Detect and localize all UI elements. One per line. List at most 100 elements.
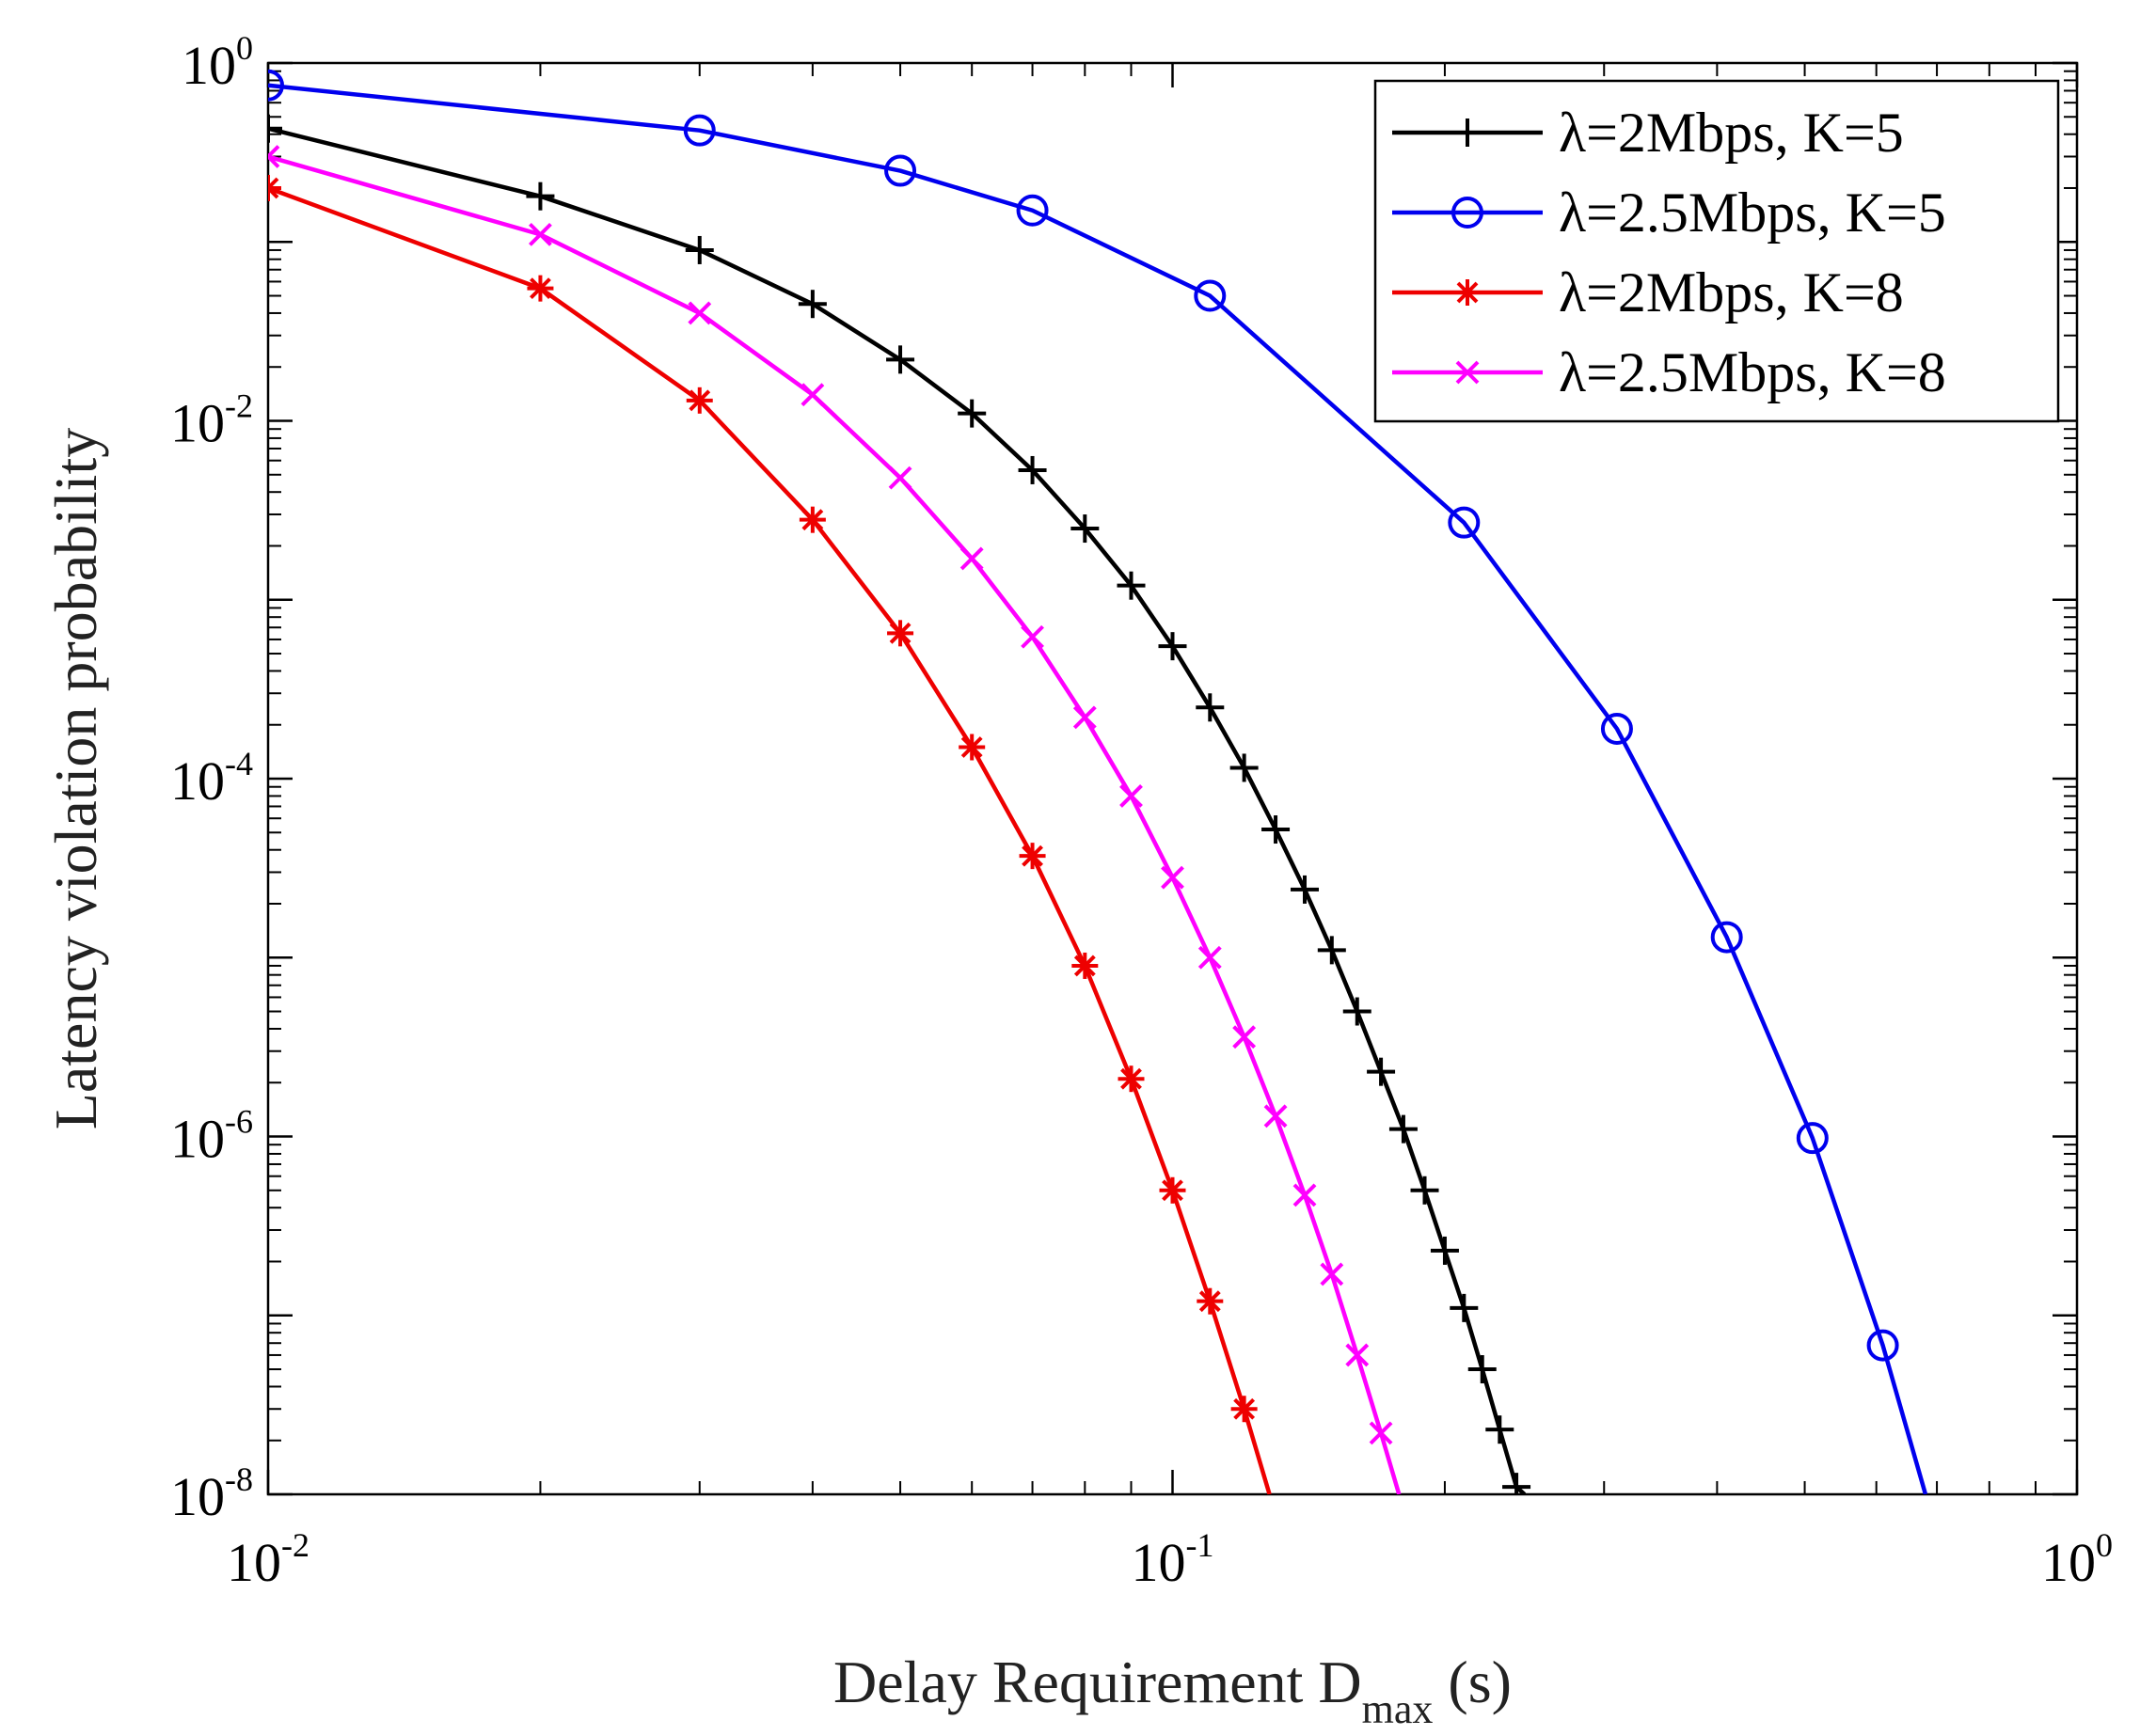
data-point: [1070, 514, 1100, 544]
data-point: [685, 235, 714, 264]
marker-ast-d2: [889, 622, 912, 644]
y-tick-label: 10-2: [170, 387, 253, 454]
legend: λ=2Mbps, K=5 λ=2.5Mbps, K=5 λ=2Mbps, K=8 λ=…: [1373, 79, 2060, 423]
marker-ast-d1: [268, 185, 279, 199]
series-line: [268, 83, 1928, 1494]
x-tick-base: 10: [227, 1532, 281, 1593]
marker-ast-d2: [1233, 1397, 1256, 1420]
y-tick-exponent: -4: [225, 745, 253, 782]
series-layer: [268, 69, 1928, 1494]
data-point: [1796, 1122, 1829, 1155]
data-point: [1292, 1183, 1317, 1207]
data-point: [1388, 1114, 1418, 1144]
data-point: [1448, 506, 1481, 539]
legend-marker: [1455, 360, 1480, 385]
marker-x-b: [959, 546, 984, 571]
data-point: [887, 620, 914, 647]
data-point: [1118, 1065, 1145, 1093]
data-point: [1410, 1176, 1439, 1205]
y-tick-label: 10-8: [170, 1460, 253, 1527]
series-line: [268, 185, 1272, 1494]
marker-x-b: [801, 383, 825, 407]
data-point: [1018, 455, 1047, 484]
x-tick-label: 100: [2041, 1526, 2113, 1593]
data-point: [1502, 1473, 1531, 1494]
marker-circle: [1016, 194, 1049, 227]
marker-circle: [1866, 1329, 1899, 1362]
x-tick-exponent: -2: [281, 1526, 309, 1564]
y-tick-exponent: -8: [225, 1460, 253, 1498]
data-point: [1291, 875, 1320, 904]
marker-ast-d2: [1022, 844, 1043, 867]
marker-circle: [683, 114, 716, 147]
series-3: [268, 174, 1272, 1494]
series-1: [268, 114, 1531, 1494]
data-point: [1261, 815, 1291, 844]
marker-x-b: [888, 466, 912, 490]
marker-x-b: [1161, 865, 1184, 890]
marker-x-b: [1263, 1104, 1288, 1128]
data-point: [1342, 997, 1371, 1026]
data-point: [1117, 571, 1146, 600]
marker-x-b: [688, 301, 712, 325]
data-point: [527, 275, 554, 302]
data-point: [1450, 1293, 1479, 1322]
y-tick-exponent: -2: [225, 387, 253, 425]
marker-ast-d2: [268, 177, 279, 191]
x-tick-base: 10: [2041, 1532, 2096, 1593]
marker-ast-d2: [530, 277, 551, 300]
y-tick-base: 10: [170, 1109, 225, 1170]
data-point: [1071, 952, 1099, 979]
data-point: [683, 114, 716, 147]
marker-circle: [1448, 506, 1481, 539]
marker-ast-d2: [1162, 1179, 1183, 1202]
marker-x-b: [1455, 360, 1480, 385]
marker-circle: [268, 69, 284, 102]
data-point: [1158, 632, 1187, 661]
x-axis-title-subscript: max: [1362, 1686, 1434, 1732]
marker-x-b: [1021, 624, 1044, 649]
data-point: [1161, 865, 1184, 890]
data-point: [268, 145, 280, 168]
marker-circle: [1451, 197, 1483, 229]
marker-x-b: [1369, 1421, 1393, 1445]
marker-ast-d2: [1456, 281, 1479, 304]
legend-marker: [1453, 118, 1482, 147]
marker-ast-d2: [1198, 1290, 1221, 1313]
data-point: [1196, 693, 1225, 722]
data-point: [1159, 1176, 1186, 1204]
marker-x-b: [1072, 705, 1097, 730]
data-point: [1230, 1396, 1258, 1423]
y-tick-exponent: 0: [236, 29, 253, 67]
data-point: [886, 345, 915, 374]
series-line: [268, 154, 1402, 1494]
x-tick-exponent: 0: [2096, 1526, 2113, 1564]
y-tick-base: 10: [182, 35, 236, 96]
marker-x-b: [1345, 1343, 1370, 1367]
legend-label: λ=2.5Mbps, K=5: [1559, 181, 1946, 244]
data-point: [526, 181, 555, 211]
legend-entry: λ=2Mbps, K=5: [1392, 102, 1904, 164]
legend-entry: λ=2.5Mbps, K=8: [1392, 341, 1946, 403]
marker-circle: [884, 154, 917, 187]
data-point: [1369, 1421, 1393, 1445]
marker-ast-d2: [960, 736, 983, 758]
marker-x-b: [1292, 1183, 1317, 1207]
data-point: [1467, 1355, 1497, 1384]
marker-x-b: [1197, 945, 1222, 970]
marker-x-b: [268, 145, 280, 160]
data-point: [688, 301, 712, 325]
marker-x-b: [1320, 1262, 1344, 1286]
x-tick-exponent: -1: [1186, 1526, 1214, 1564]
data-point: [798, 290, 827, 319]
y-tick-exponent: -6: [225, 1103, 253, 1141]
marker-ast-d2: [1073, 955, 1096, 977]
legend-marker: [1454, 279, 1481, 306]
data-point: [1263, 1104, 1288, 1128]
data-point: [1710, 921, 1743, 954]
data-point: [888, 466, 912, 490]
marker-ast-d2: [1120, 1067, 1142, 1090]
data-point: [1866, 1329, 1899, 1362]
marker-x-b: [1232, 1025, 1257, 1049]
